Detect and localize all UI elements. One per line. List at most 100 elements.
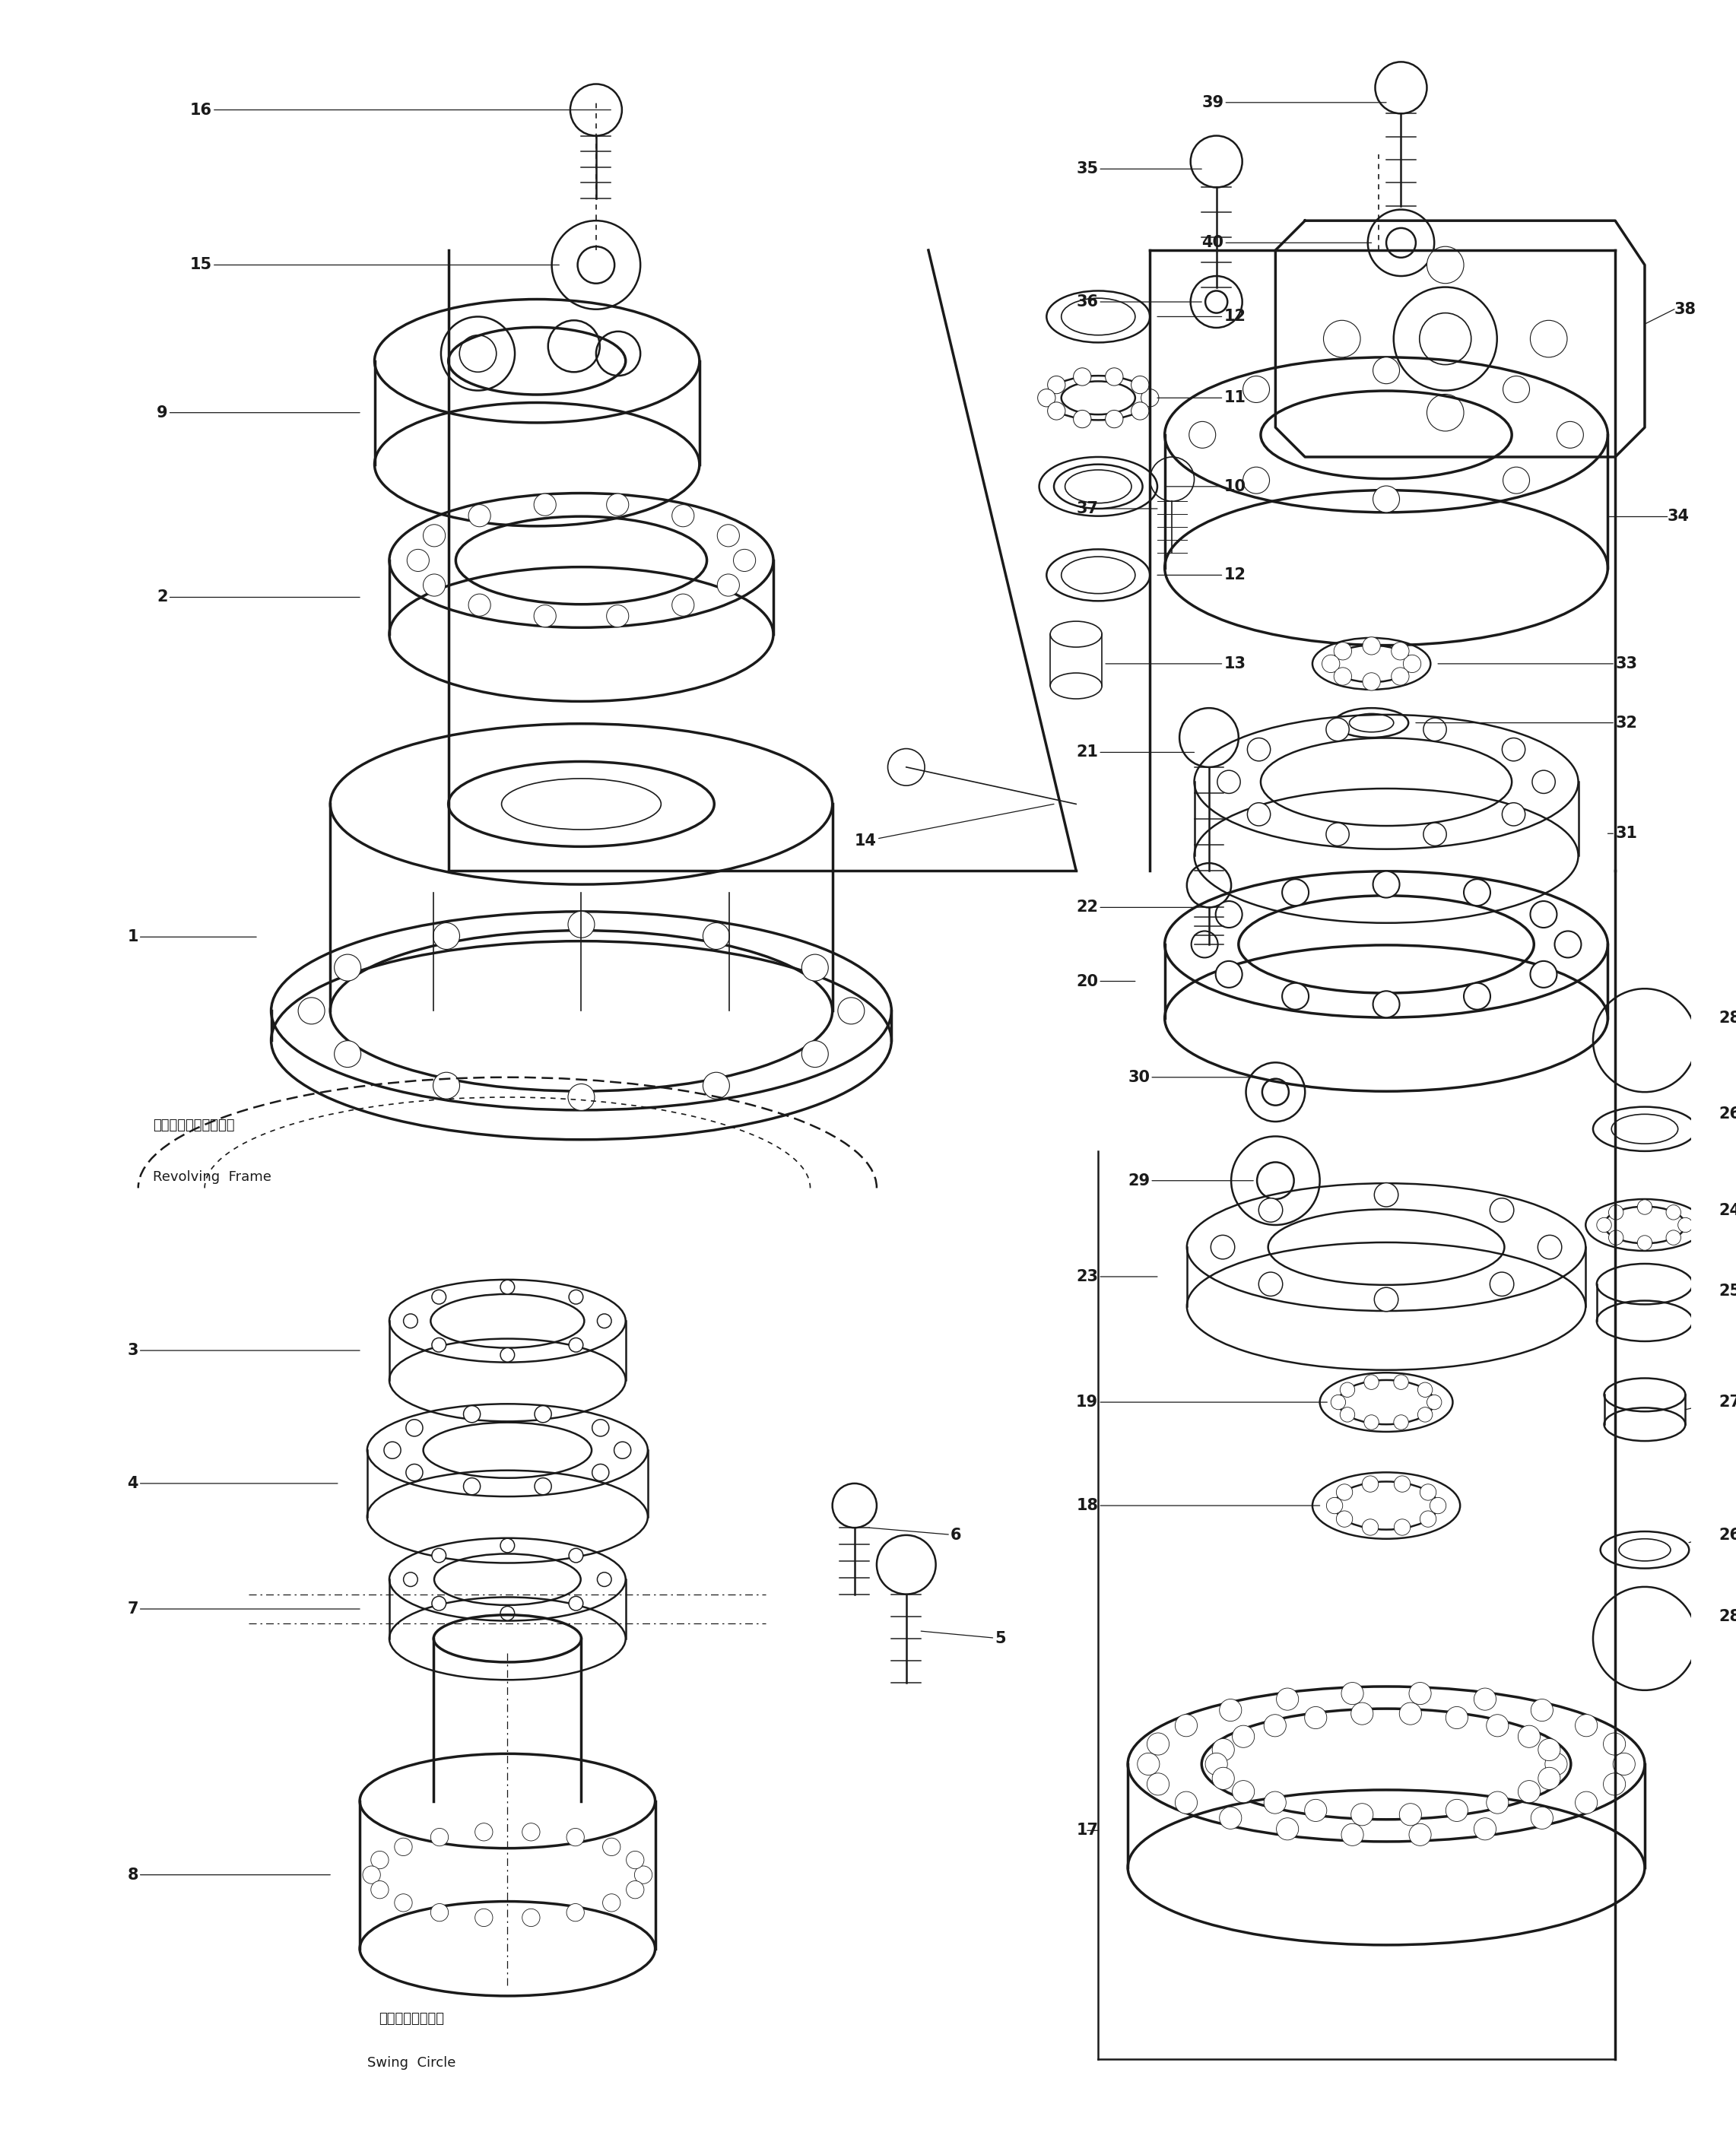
Circle shape xyxy=(672,506,694,527)
Circle shape xyxy=(1533,771,1555,793)
Text: 12: 12 xyxy=(1158,308,1246,323)
Circle shape xyxy=(1106,409,1123,428)
Circle shape xyxy=(569,1289,583,1304)
Text: 11: 11 xyxy=(1158,390,1246,405)
Circle shape xyxy=(1517,1780,1540,1804)
Circle shape xyxy=(592,1420,609,1437)
Circle shape xyxy=(1047,403,1066,420)
Circle shape xyxy=(569,1596,583,1611)
Circle shape xyxy=(1283,983,1309,1009)
Circle shape xyxy=(569,1549,583,1562)
Circle shape xyxy=(1575,1791,1597,1814)
Circle shape xyxy=(1394,1519,1410,1536)
Circle shape xyxy=(1679,1217,1693,1232)
Circle shape xyxy=(1340,1407,1354,1422)
Text: 26: 26 xyxy=(1719,1527,1736,1542)
Text: スイングサークル: スイングサークル xyxy=(378,2011,444,2026)
Circle shape xyxy=(1326,718,1349,741)
Circle shape xyxy=(1264,1714,1286,1737)
Circle shape xyxy=(838,998,865,1024)
Circle shape xyxy=(1305,1707,1326,1729)
Circle shape xyxy=(1073,368,1092,386)
Circle shape xyxy=(1259,1272,1283,1296)
Circle shape xyxy=(363,1866,380,1883)
Circle shape xyxy=(1420,1510,1436,1527)
Text: 27: 27 xyxy=(1719,1394,1736,1409)
Circle shape xyxy=(1323,655,1340,673)
Circle shape xyxy=(424,525,446,546)
Circle shape xyxy=(1531,1699,1554,1722)
Circle shape xyxy=(566,1829,585,1846)
Circle shape xyxy=(1575,1714,1597,1737)
Circle shape xyxy=(1373,992,1399,1017)
Text: 29: 29 xyxy=(1128,1174,1253,1189)
Text: 9: 9 xyxy=(156,405,359,420)
Circle shape xyxy=(1418,1382,1432,1397)
Circle shape xyxy=(1147,1774,1168,1795)
Circle shape xyxy=(606,493,628,516)
Circle shape xyxy=(372,1881,389,1898)
Circle shape xyxy=(535,604,556,628)
Circle shape xyxy=(1375,1182,1397,1206)
Circle shape xyxy=(606,604,628,628)
Circle shape xyxy=(424,574,446,595)
Text: 10: 10 xyxy=(1165,480,1246,495)
Circle shape xyxy=(703,923,729,949)
Circle shape xyxy=(569,1339,583,1352)
Circle shape xyxy=(1363,1519,1378,1536)
Circle shape xyxy=(432,1339,446,1352)
Circle shape xyxy=(1427,394,1463,431)
Circle shape xyxy=(1474,1819,1496,1840)
Circle shape xyxy=(299,998,325,1024)
Circle shape xyxy=(469,593,491,617)
Circle shape xyxy=(1538,1767,1561,1789)
Circle shape xyxy=(432,1549,446,1562)
Circle shape xyxy=(1399,1703,1422,1724)
Circle shape xyxy=(1305,1799,1326,1821)
Text: 40: 40 xyxy=(1201,236,1371,251)
Circle shape xyxy=(1342,1823,1363,1846)
Circle shape xyxy=(1132,377,1149,394)
Circle shape xyxy=(1189,422,1215,448)
Circle shape xyxy=(1342,1681,1363,1705)
Text: 37: 37 xyxy=(1076,501,1158,516)
Circle shape xyxy=(1219,1808,1241,1829)
Circle shape xyxy=(1667,1230,1680,1245)
Circle shape xyxy=(1531,902,1557,927)
Circle shape xyxy=(1243,467,1269,493)
Circle shape xyxy=(1391,643,1410,660)
Circle shape xyxy=(1517,1726,1540,1748)
Text: レボルビングフレーム: レボルビングフレーム xyxy=(153,1118,234,1131)
Circle shape xyxy=(1410,1823,1430,1846)
Circle shape xyxy=(432,1596,446,1611)
Text: 31: 31 xyxy=(1608,827,1637,842)
Circle shape xyxy=(1531,962,1557,987)
Circle shape xyxy=(1373,358,1399,383)
Circle shape xyxy=(1430,1497,1446,1514)
Circle shape xyxy=(597,1572,611,1587)
Text: 15: 15 xyxy=(189,257,559,272)
Text: 34: 34 xyxy=(1667,508,1689,523)
Circle shape xyxy=(432,923,460,949)
Text: Revolving  Frame: Revolving Frame xyxy=(153,1170,271,1185)
Circle shape xyxy=(406,1465,424,1480)
Circle shape xyxy=(1489,1272,1514,1296)
Circle shape xyxy=(1420,1484,1436,1499)
Circle shape xyxy=(1363,636,1380,655)
Circle shape xyxy=(406,548,429,572)
Text: 13: 13 xyxy=(1106,655,1246,670)
Circle shape xyxy=(1555,932,1581,957)
Circle shape xyxy=(1323,321,1361,358)
Circle shape xyxy=(500,1538,514,1553)
Circle shape xyxy=(592,1465,609,1480)
Circle shape xyxy=(568,1084,595,1110)
Circle shape xyxy=(1259,1197,1283,1223)
Circle shape xyxy=(1538,1739,1561,1761)
Text: 38: 38 xyxy=(1674,302,1696,317)
Circle shape xyxy=(1502,739,1526,760)
Circle shape xyxy=(1233,1726,1255,1748)
Text: 24: 24 xyxy=(1719,1202,1736,1219)
Circle shape xyxy=(1351,1703,1373,1724)
Text: 30: 30 xyxy=(1128,1069,1253,1084)
Circle shape xyxy=(602,1838,620,1855)
